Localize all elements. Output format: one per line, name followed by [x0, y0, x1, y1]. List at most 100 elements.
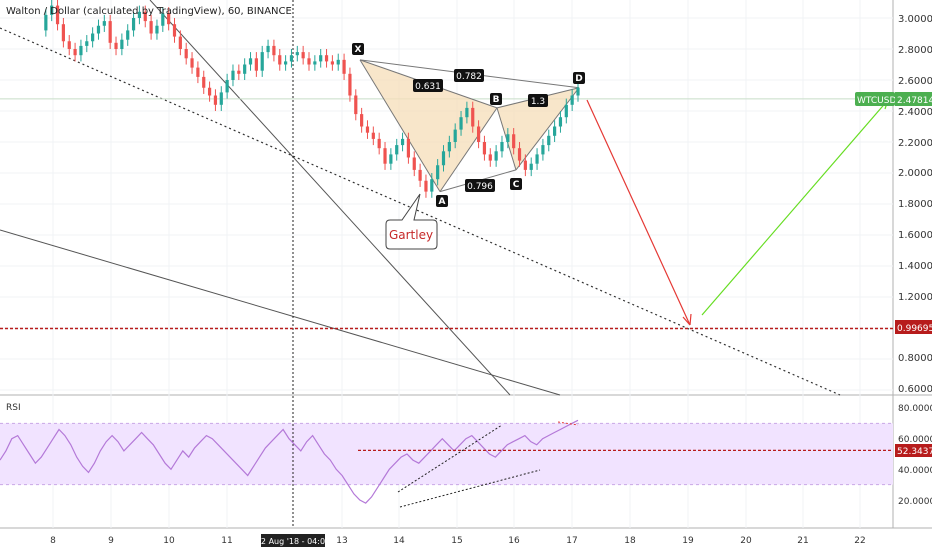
candle-body — [395, 145, 399, 155]
time-tick-label: 18 — [624, 536, 636, 546]
recovery-projection-line — [701, 99, 889, 316]
candle-body — [143, 11, 147, 22]
candle-body — [237, 70, 241, 74]
price-badge-value: 2.478141 — [897, 96, 932, 106]
candle-body — [512, 134, 516, 149]
candle-body — [91, 33, 95, 42]
candle-body — [161, 13, 165, 26]
symbol-badge-label: WTCUSD — [857, 96, 896, 106]
candle-body — [319, 55, 323, 62]
candle-body — [73, 49, 77, 56]
rsi-badge-bg — [895, 444, 932, 457]
callout-text: Gartley — [389, 228, 433, 242]
candles-layer — [44, 0, 580, 198]
candle-body — [354, 95, 358, 115]
candle-body — [453, 129, 457, 142]
candle-body — [266, 45, 270, 53]
time-tick-label: 11 — [221, 536, 232, 546]
time-tick-label: 17 — [566, 536, 577, 546]
candle-body — [301, 52, 305, 59]
candle-body — [260, 52, 264, 71]
level-badge-bg — [895, 320, 932, 334]
point-b-label: B — [493, 95, 500, 105]
candle-body — [307, 58, 311, 65]
rsi-layer — [0, 419, 893, 508]
time-tick-label: 22 — [854, 536, 865, 546]
candle-body — [564, 104, 568, 118]
target-projection-line — [586, 99, 691, 326]
time-tick-label: 8 — [50, 536, 56, 546]
candle-body — [412, 157, 416, 170]
ratio-bd-bg — [528, 94, 548, 107]
time-tick-label: 14 — [393, 536, 405, 546]
candle-body — [243, 64, 247, 74]
candle-body — [570, 95, 574, 105]
symbol-badge-bg — [855, 92, 895, 106]
candle-body — [248, 58, 253, 65]
candle-body — [213, 95, 218, 105]
candle-body — [108, 21, 112, 43]
rsi-trendline-upper — [397, 424, 503, 493]
candle-body — [225, 80, 229, 93]
price-tick-label: 0.600000 — [898, 384, 932, 395]
candle-body — [389, 154, 393, 164]
point-a-label: A — [439, 197, 446, 207]
target-arrowhead — [682, 313, 692, 326]
candle-body — [324, 55, 329, 62]
price-tick-label: 2.400000 — [898, 107, 932, 118]
candle-body — [207, 87, 212, 96]
candle-body — [436, 165, 440, 180]
candle-body — [131, 18, 136, 31]
point-a-bg — [436, 195, 448, 207]
point-c-bg — [510, 178, 522, 190]
candle-body — [476, 126, 481, 142]
candle-body — [400, 138, 405, 146]
candle-body — [178, 36, 182, 49]
time-cursor-badge: 12 Aug '18 - 04:00 — [256, 534, 330, 547]
pattern-leg-CD — [515, 87, 580, 171]
candle-body — [342, 59, 346, 74]
candle-body — [482, 142, 487, 155]
point-b-bg — [490, 93, 502, 105]
candle-body — [517, 148, 522, 161]
time-tick-label: 13 — [336, 536, 347, 546]
pattern-triangle-bcd — [497, 87, 579, 170]
candle-body — [44, 14, 48, 31]
rsi-axis: 80.0000 60.0000 40.0000 20.0000 — [898, 404, 932, 507]
pattern-layer — [359, 59, 580, 193]
candle-body — [576, 87, 580, 96]
rsi-tick-label: 20.0000 — [898, 497, 932, 507]
point-x-bg — [352, 43, 364, 55]
price-tick-label: 2.000000 — [898, 168, 932, 179]
candle-body — [418, 169, 422, 181]
candle-body — [96, 25, 101, 34]
callout-bubble — [385, 193, 438, 250]
candle-body — [284, 61, 288, 65]
point-d-bg — [573, 72, 585, 84]
candle-body — [506, 134, 510, 142]
rsi-tick-label: 60.0000 — [898, 435, 932, 445]
candle-body — [465, 107, 469, 118]
candle-body — [219, 92, 223, 105]
price-tick-label: 1.600000 — [898, 230, 932, 241]
candle-body — [424, 180, 428, 192]
time-tick-label: 20 — [740, 536, 752, 546]
candle-body — [360, 114, 364, 127]
rsi-tick-label: 40.0000 — [898, 466, 932, 476]
ratio-xd-bg — [454, 69, 484, 82]
rsi-tick-label: 80.0000 — [898, 404, 932, 414]
candle-body — [488, 154, 492, 161]
candle-body — [348, 73, 352, 96]
ratio-ac-bg — [465, 179, 495, 192]
pattern-triangle-xab — [360, 59, 497, 192]
chart-title: Walton / Dollar (calculated by TradingVi… — [6, 6, 292, 17]
price-axis: 3.000000 2.800000 2.600000 2.400000 2.20… — [898, 14, 932, 395]
candle-body — [541, 145, 545, 155]
pattern-leg-AB — [439, 107, 498, 192]
rsi-line — [0, 419, 579, 504]
candle-body — [50, 5, 54, 15]
candle-body — [371, 132, 375, 139]
rsi-divergence-line — [557, 421, 579, 426]
price-badge-bg — [895, 92, 932, 106]
